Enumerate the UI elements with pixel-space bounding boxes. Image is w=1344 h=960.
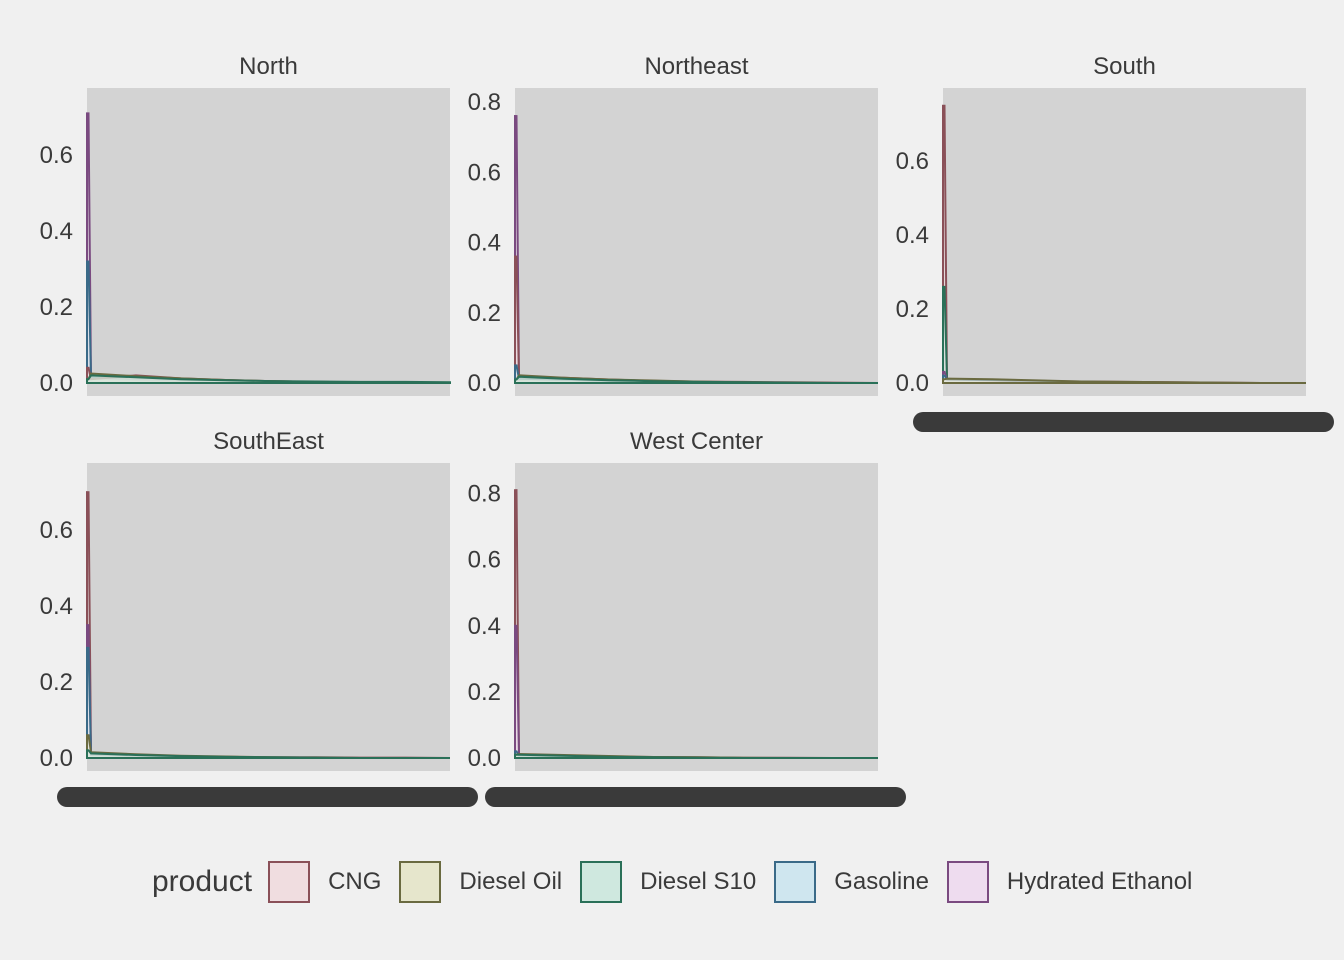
- facet-panel-west-center: West Center 0.0 0.2 0.4 0.6 0.8: [468, 428, 906, 807]
- legend: product CNG Diesel Oil Diesel S10 Gasoli…: [152, 858, 1210, 906]
- facet-title: North: [239, 53, 298, 80]
- y-tick-label: 0.4: [896, 222, 929, 249]
- y-tick-label: 0.4: [468, 230, 501, 257]
- panel-background: [943, 88, 1306, 396]
- legend-label-gasoline: Gasoline: [834, 868, 929, 895]
- y-tick-label: 0.0: [896, 370, 929, 397]
- y-tick-label: 0.2: [468, 679, 501, 706]
- facet-title: South: [1093, 53, 1156, 80]
- y-tick-label: 0.6: [468, 547, 501, 574]
- y-tick-label: 0.6: [896, 148, 929, 175]
- area-diesel-s10: [514, 375, 878, 384]
- facet-title: SouthEast: [213, 428, 324, 455]
- y-tick-label: 0.2: [896, 296, 929, 323]
- facet-title: Northeast: [644, 53, 748, 80]
- y-tick-label: 0.4: [468, 613, 501, 640]
- facet-panel-northeast: Northeast 0.0 0.2 0.4 0.6 0.8: [468, 53, 879, 397]
- y-tick-label: 0.6: [40, 517, 73, 544]
- area-diesel-s10: [514, 753, 878, 759]
- y-tick-label: 0.8: [468, 89, 501, 116]
- x-tick-labels-obscured: [913, 412, 1334, 432]
- panel-background: [87, 88, 450, 396]
- legend-item-diesel-s10: Diesel S10: [580, 861, 756, 903]
- legend-key-hydrated-ethanol: [946, 861, 989, 903]
- y-tick-label: 0.2: [40, 669, 73, 696]
- x-tick-labels-obscured: [57, 787, 478, 807]
- legend-label-cng: CNG: [328, 868, 382, 895]
- y-tick-label: 0.6: [468, 159, 501, 186]
- legend-item-cng: CNG: [268, 861, 381, 903]
- y-tick-label: 0.0: [40, 370, 73, 397]
- facet-panel-north: North 0.0 0.2 0.4 0.6: [40, 53, 451, 397]
- legend-item-gasoline: Gasoline: [774, 861, 929, 903]
- panel-background: [87, 463, 450, 771]
- y-tick-label: 0.0: [468, 745, 501, 772]
- legend-key-cng: [268, 861, 311, 903]
- panel-background: [515, 463, 878, 771]
- legend-item-hydrated-ethanol: Hydrated Ethanol: [946, 861, 1193, 903]
- facet-title: West Center: [630, 428, 763, 455]
- y-tick-label: 0.8: [468, 481, 501, 508]
- y-tick-label: 0.2: [40, 294, 73, 321]
- y-tick-label: 0.4: [40, 593, 73, 620]
- y-tick-label: 0.2: [468, 300, 501, 327]
- y-tick-label: 0.6: [40, 142, 73, 169]
- y-tick-label: 0.4: [40, 218, 73, 245]
- legend-label-hydrated-ethanol: Hydrated Ethanol: [1006, 868, 1193, 895]
- legend-title: product: [152, 865, 253, 898]
- facet-panel-southeast: SouthEast 0.0 0.2 0.4 0.6: [40, 428, 478, 807]
- legend-key-diesel-s10: [580, 861, 623, 903]
- legend-item-diesel-oil: Diesel Oil: [399, 861, 562, 903]
- legend-key-gasoline: [774, 861, 817, 903]
- area-diesel-oil: [942, 377, 1306, 384]
- facet-panel-south: South 0.0 0.2 0.4 0.6: [896, 53, 1334, 432]
- y-tick-label: 0.0: [40, 745, 73, 772]
- legend-key-diesel-oil: [399, 861, 442, 903]
- panel-background: [515, 88, 878, 396]
- x-tick-labels-obscured: [485, 787, 906, 807]
- legend-label-diesel-s10: Diesel S10: [640, 868, 757, 895]
- legend-label-diesel-oil: Diesel Oil: [459, 868, 563, 895]
- area-diesel-s10: [86, 374, 451, 384]
- area-diesel-s10: [86, 749, 450, 759]
- y-tick-label: 0.0: [468, 370, 501, 397]
